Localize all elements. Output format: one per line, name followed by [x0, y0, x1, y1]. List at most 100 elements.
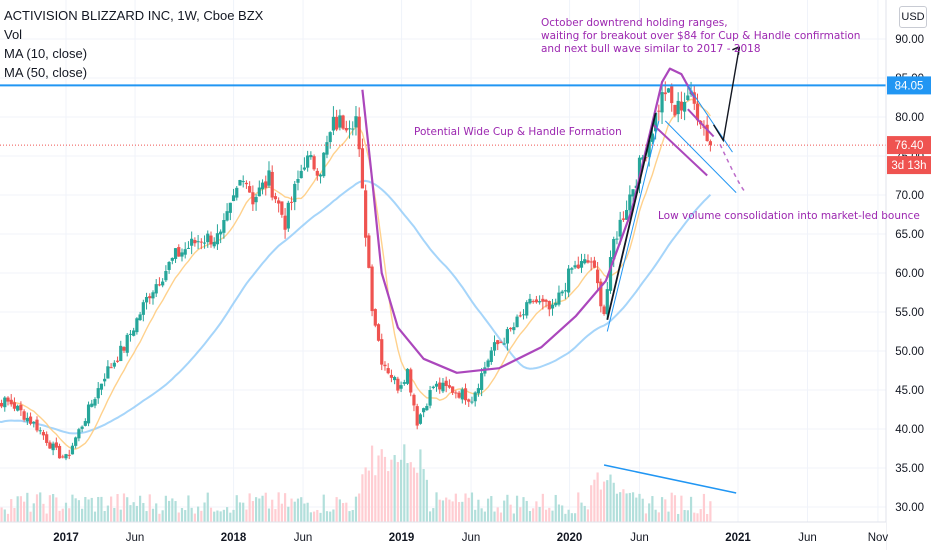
candle-body [666, 88, 671, 93]
volume-bar [248, 493, 251, 522]
currency-button[interactable]: USD [899, 6, 927, 28]
candle-body [12, 402, 17, 409]
candle-body [280, 201, 284, 215]
volume-bar [129, 505, 132, 522]
candle-body [273, 196, 278, 200]
time-tick-label: 2021 [725, 532, 751, 544]
volume-bar [103, 511, 106, 522]
volume-bar [596, 472, 599, 522]
candle-body [28, 416, 33, 424]
handle-blue-line [664, 120, 737, 194]
candle-body [647, 139, 651, 157]
volume-bar [90, 497, 93, 522]
candle-body [567, 268, 571, 293]
time-tick-label: Jun [126, 532, 145, 544]
volume-bar [612, 482, 615, 522]
candle-body [654, 112, 658, 132]
candle-body [338, 115, 342, 128]
volume-bar [280, 503, 283, 522]
candle-body [347, 128, 352, 130]
volume-bar [377, 455, 380, 522]
volume-bar [29, 511, 32, 522]
candle-body [463, 388, 468, 401]
volume-bar [586, 509, 590, 522]
candle-body [599, 281, 603, 307]
price-tick-label: 65.00 [895, 229, 924, 241]
volume-bar [151, 508, 155, 522]
volume-bar [428, 511, 432, 522]
volume-bar [196, 506, 200, 522]
candle-body [183, 249, 187, 255]
candle-body [615, 238, 619, 240]
volume-bar [213, 511, 216, 522]
volume-bar [532, 508, 535, 522]
volume-bar [689, 496, 693, 522]
candle-body [544, 299, 548, 302]
volume-bar [287, 506, 290, 522]
volume-bar [483, 511, 486, 522]
volume-bar [71, 494, 74, 522]
volume-bar [267, 508, 271, 522]
volume-bar [677, 513, 680, 522]
candle-body [402, 382, 406, 384]
volume-bar [548, 507, 551, 522]
candle-body [631, 189, 635, 197]
candle-body [344, 128, 348, 131]
handle-blue-upper [687, 85, 733, 153]
volume-bar [319, 512, 322, 522]
volume-bar [206, 492, 209, 522]
candle-body [554, 302, 558, 306]
volume-bar [686, 510, 689, 522]
candle-body [322, 152, 326, 177]
volume-legend-item[interactable]: Vol [4, 27, 23, 42]
volume-bar [525, 500, 528, 522]
candle-body [67, 454, 71, 456]
candle-body [692, 92, 696, 104]
volume-bar [664, 499, 667, 522]
volume-bar [470, 492, 474, 522]
volume-bar [457, 502, 461, 522]
candle-body [360, 148, 365, 189]
volume-bar [81, 508, 84, 522]
candle-body [231, 195, 236, 202]
candle-body [25, 417, 29, 422]
candle-body [219, 231, 223, 235]
handle-upper-line [687, 108, 715, 138]
candle-body [425, 406, 429, 411]
volume-bar [132, 502, 135, 522]
symbol-title[interactable]: ACTIVISION BLIZZARD INC, 1W, Cboe BZX [4, 8, 264, 23]
volume-bar [409, 462, 412, 522]
ma-slow-legend-item[interactable]: MA (50, close) [4, 65, 88, 80]
candle-body [531, 301, 535, 303]
candle-body [215, 233, 220, 245]
volume-bar [116, 494, 119, 522]
candle-body [605, 289, 609, 315]
candle-body [628, 194, 632, 211]
candle-body [173, 248, 178, 259]
candle-body [625, 209, 629, 220]
volume-bar [519, 507, 522, 522]
volume-bar [670, 492, 673, 522]
candle-body [238, 180, 242, 186]
candle-body [167, 261, 171, 270]
volume-bar [657, 512, 660, 522]
volume-bar [113, 508, 116, 522]
candle-body [612, 239, 616, 260]
candle-body [35, 419, 39, 431]
ma-fast-legend-item[interactable]: MA (10, close) [4, 46, 88, 61]
volume-bar [393, 455, 396, 522]
volume-bar [180, 508, 184, 522]
volume-bar [699, 509, 702, 522]
candle-body [357, 116, 361, 150]
candle-body [51, 443, 55, 451]
volume-bar [387, 471, 390, 522]
volume-bar [161, 510, 164, 522]
candle-body [225, 211, 229, 221]
candle-body [244, 182, 249, 185]
volume-bar [6, 513, 10, 522]
volume-bar [538, 506, 541, 522]
volume-bar [238, 502, 242, 522]
price-tick-label: 30.00 [895, 502, 924, 514]
volume-bar [261, 495, 264, 522]
